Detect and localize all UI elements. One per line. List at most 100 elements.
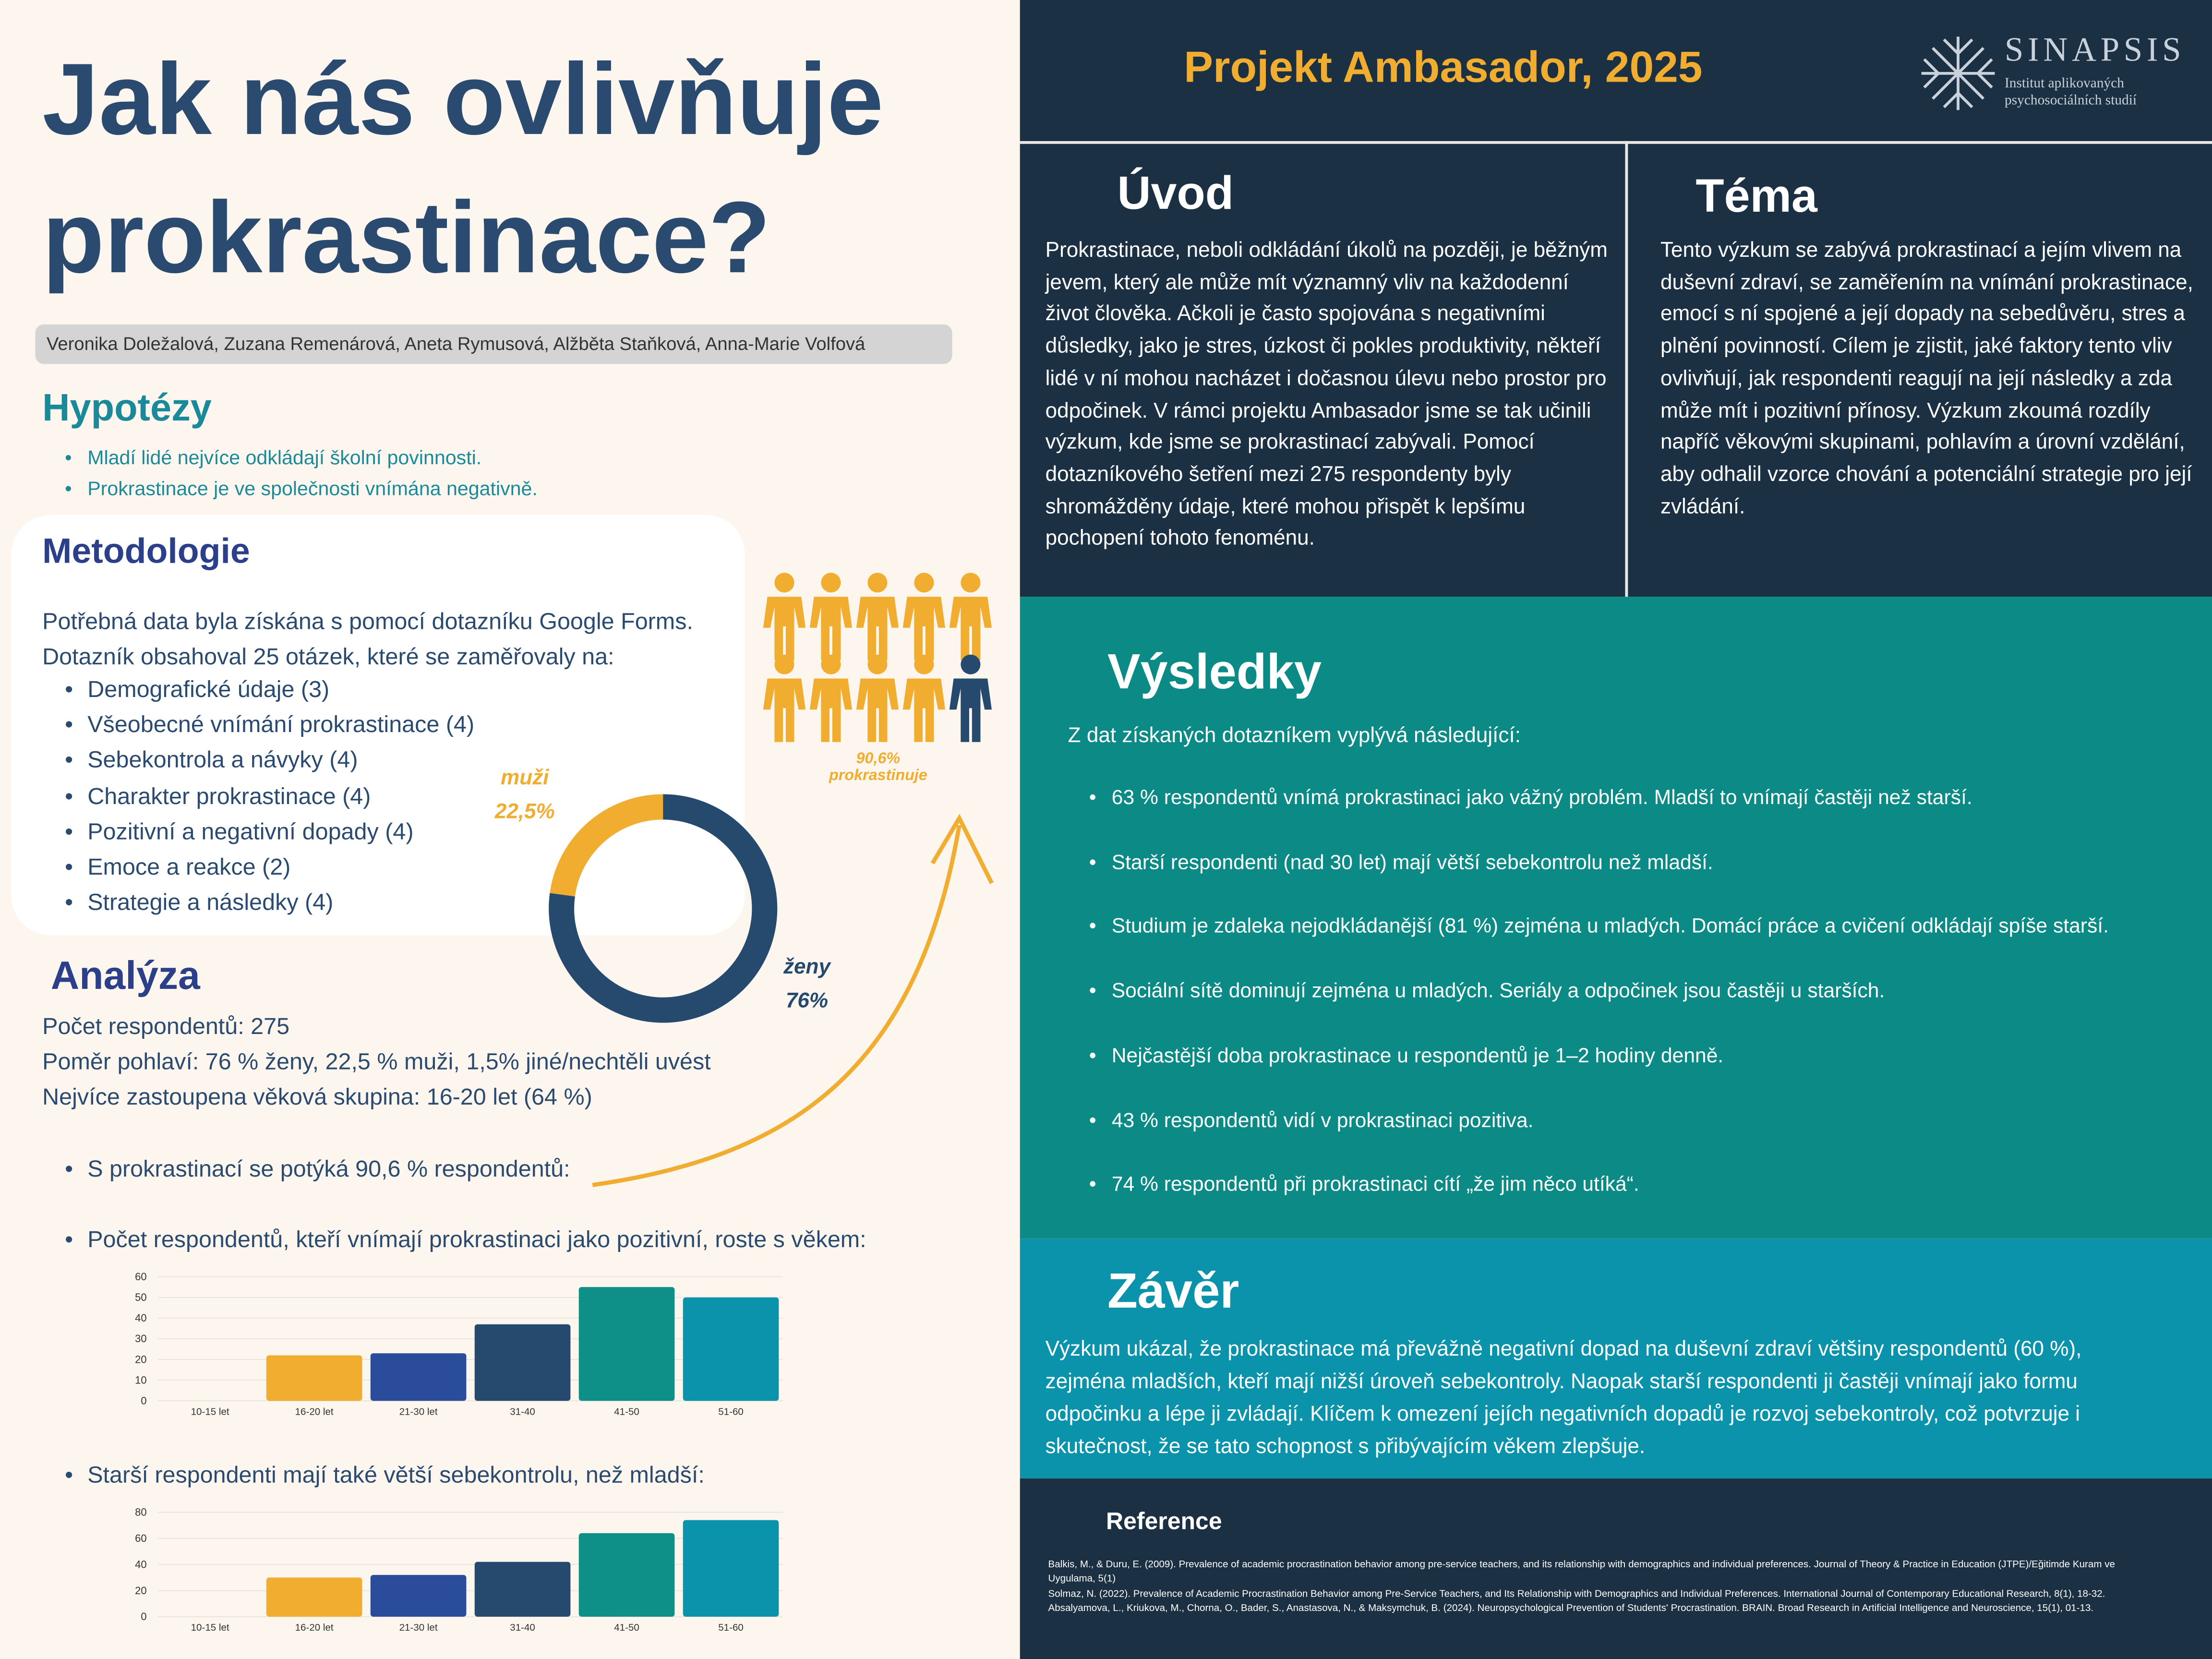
x-tick-label: 21-30 let (399, 1622, 438, 1633)
poster-title: Jak nás ovlivňuje prokrastinace? (42, 44, 884, 295)
x-tick-label: 16-20 let (295, 1407, 334, 1418)
bar (370, 1575, 467, 1617)
conclusion-text: Výzkum ukázal, že prokrastinace má převá… (1045, 1337, 2082, 1459)
result-item: Studium je zdaleka nejodkládanější (81 %… (1089, 916, 2109, 938)
person-head (867, 573, 888, 593)
references-bg (1020, 1478, 2212, 1659)
bar (683, 1297, 779, 1401)
chart-title: Počet respondentů, kteří vnímají prokras… (65, 1227, 866, 1254)
reference: Solmaz, N. (2022). Prevalence of Academi… (1048, 1589, 2105, 1599)
person-head (867, 654, 888, 674)
person-head (821, 654, 841, 674)
x-tick-label: 41-50 (614, 1407, 639, 1418)
person-body (809, 597, 853, 661)
x-tick-label: 51-60 (718, 1622, 744, 1633)
x-tick-label: 16-20 let (295, 1622, 334, 1633)
bar (474, 1562, 571, 1617)
logo-strokes (1921, 36, 1995, 110)
method-item: Emoce a reakce (2) (65, 855, 290, 882)
person-body (856, 597, 899, 661)
analysis-line: Nejvíce zastoupena věková skupina: 16-20… (42, 1084, 592, 1110)
bar (578, 1533, 675, 1617)
y-tick-label: 0 (141, 1395, 146, 1407)
y-tick-label: 40 (135, 1558, 147, 1570)
analysis-item: S prokrastinací se potýká 90,6 % respond… (65, 1157, 570, 1184)
references-heading: Reference (1106, 1508, 1222, 1535)
y-tick-label: 30 (135, 1333, 147, 1345)
analysis-line: Počet respondentů: 275 (42, 1014, 290, 1040)
people-note: 90,6% prokrastinuje (829, 750, 927, 784)
result-item: 74 % respondentů při prokrastinaci cítí … (1089, 1174, 1639, 1197)
logo-icon (1921, 36, 1995, 110)
person-head (774, 573, 794, 593)
person-head (774, 654, 794, 674)
person-body (902, 597, 945, 661)
logo-name: SINAPSIS (2005, 32, 2186, 70)
x-tick-label: 21-30 let (399, 1407, 438, 1418)
results-heading: Výsledky (1107, 645, 1322, 700)
topic-text: Tento výzkum se zabývá prokrastinací a j… (1660, 238, 2193, 519)
method-item: Sebekontrola a návyky (4) (65, 748, 358, 775)
conclusion-bg (1020, 1238, 2212, 1479)
x-tick-label: 31-40 (510, 1622, 535, 1633)
x-tick-label: 51-60 (718, 1407, 744, 1418)
x-tick-label: 41-50 (614, 1622, 639, 1633)
method-heading: Metodologie (42, 531, 250, 572)
hypotheses-heading: Hypotézy (42, 386, 212, 429)
y-tick-label: 0 (141, 1611, 146, 1623)
y-tick-label: 20 (135, 1353, 147, 1365)
result-item: 63 % respondentů vnímá prokrastinaci jak… (1089, 787, 1972, 810)
bar (474, 1324, 571, 1401)
project-title: Projekt Ambasador, 2025 (1184, 42, 1703, 92)
method-item: Pozitivní a negativní dopady (4) (65, 819, 413, 846)
method-item: Demografické údaje (3) (65, 677, 329, 704)
person-head (961, 573, 981, 593)
person-body (856, 678, 899, 742)
results-intro: Z dat získaných dotazníkem vyplývá násle… (1068, 723, 1521, 748)
divider (1625, 141, 1628, 597)
analysis-heading: Analýza (50, 953, 200, 998)
method-item: Strategie a následky (4) (65, 890, 333, 917)
authors: Veronika Doležalová, Zuzana Remenárová, … (35, 324, 952, 364)
donut-category: ženy (783, 955, 831, 978)
y-tick-label: 60 (135, 1271, 147, 1283)
result-item: 43 % respondentů vidí v prokrastinaci po… (1089, 1109, 1534, 1132)
chart-title: Starší respondenti mají také větší sebek… (65, 1463, 705, 1490)
topic-heading: Téma (1695, 169, 1817, 222)
bar (266, 1577, 362, 1617)
person-head (961, 654, 981, 674)
person-head (914, 573, 934, 593)
bar (266, 1355, 362, 1401)
person-head (914, 654, 934, 674)
intro-text: Prokrastinace, neboli odkládání úkolů na… (1045, 238, 1608, 551)
divider (1020, 141, 2212, 144)
person-body (949, 597, 992, 661)
x-tick-label: 10-15 let (191, 1407, 229, 1418)
reference: Absalyamova, L., Kriukova, M., Chorna, O… (1048, 1604, 2094, 1614)
bar (578, 1287, 675, 1401)
bar (683, 1520, 779, 1617)
hypothesis: Mladí lidé nejvíce odkládají školní povi… (65, 446, 481, 469)
method-intro: Potřebná data byla získána s pomocí dota… (42, 609, 693, 670)
person-body (809, 678, 853, 742)
method-item: Všeobecné vnímání prokrastinace (4) (65, 713, 474, 740)
y-tick-label: 40 (135, 1312, 147, 1324)
x-tick-label: 10-15 let (191, 1622, 229, 1633)
person-head (821, 573, 841, 593)
logo-subtitle: Institut aplikovaných psychosociálních s… (2005, 76, 2137, 109)
right-top-bg (1020, 0, 2212, 597)
y-tick-label: 10 (135, 1374, 147, 1386)
y-tick-label: 50 (135, 1291, 147, 1303)
result-item: Sociální sítě dominují zejména u mladých… (1089, 981, 1885, 1003)
intro-heading: Úvod (1117, 166, 1234, 219)
person-body (763, 597, 806, 661)
person-body (949, 678, 992, 742)
hypothesis: Prokrastinace je ve společnosti vnímána … (65, 477, 538, 499)
analysis-line: Poměr pohlaví: 76 % ženy, 22,5 % muži, 1… (42, 1049, 711, 1075)
x-tick-label: 31-40 (510, 1407, 535, 1418)
y-tick-label: 80 (135, 1506, 147, 1518)
person-body (763, 678, 806, 742)
bar (370, 1353, 467, 1401)
